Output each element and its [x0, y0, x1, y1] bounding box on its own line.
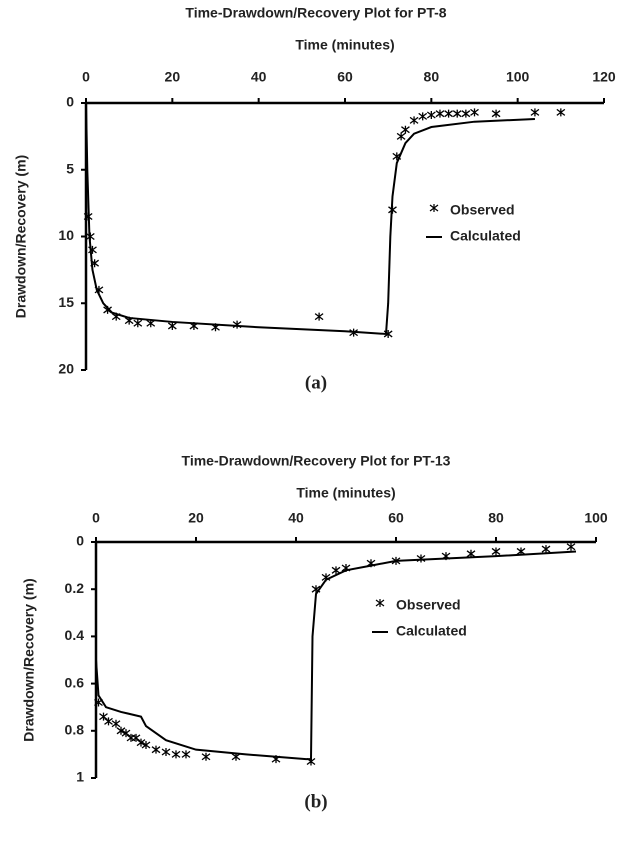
- y-tick-label: 0.8: [65, 722, 85, 738]
- observed-point: [151, 745, 161, 754]
- observed-point: [566, 542, 576, 551]
- observed-point: [416, 554, 426, 563]
- observed-point: [556, 108, 566, 117]
- y-axis-label: Drawdown/Recovery (m): [21, 578, 37, 741]
- observed-point: [461, 109, 471, 118]
- observed-point: [167, 321, 177, 330]
- x-tick-label: 120: [592, 69, 616, 85]
- x-tick-label: 40: [251, 69, 267, 85]
- x-tick-label: 0: [92, 510, 100, 526]
- observed-point: [418, 112, 428, 121]
- observed-point: [161, 748, 171, 757]
- y-tick-label: 20: [58, 361, 74, 377]
- observed-point: [530, 108, 540, 117]
- y-axis-label: Drawdown/Recovery (m): [13, 155, 29, 318]
- chart-title: Time-Drawdown/Recovery Plot for PT-8: [185, 5, 446, 21]
- legend-label: Observed: [450, 202, 515, 218]
- observed-point: [232, 320, 242, 329]
- observed-point: [331, 566, 341, 575]
- legend-marker: [429, 204, 439, 212]
- caption: (a): [305, 372, 327, 393]
- legend-marker: [375, 599, 385, 607]
- observed-point: [201, 752, 211, 761]
- observed-point: [409, 116, 419, 125]
- y-tick-label: 0.6: [65, 674, 85, 690]
- x-tick-label: 80: [424, 69, 440, 85]
- y-tick-label: 0: [66, 94, 74, 110]
- calculated-line: [85, 102, 535, 336]
- x-tick-label: 20: [165, 69, 181, 85]
- observed-point: [99, 712, 108, 721]
- y-tick-label: 0.2: [65, 580, 85, 596]
- y-tick-label: 0.4: [65, 627, 85, 643]
- x-tick-label: 0: [82, 69, 90, 85]
- x-tick-label: 100: [584, 510, 608, 526]
- caption: (b): [304, 791, 327, 812]
- observed-point: [121, 729, 131, 738]
- y-tick-label: 5: [66, 160, 74, 176]
- observed-point: [401, 125, 410, 134]
- observed-point: [136, 738, 146, 747]
- y-tick-label: 1: [76, 769, 84, 785]
- x-tick-label: 80: [488, 510, 504, 526]
- y-tick-label: 0: [76, 533, 84, 549]
- observed-point: [116, 726, 126, 735]
- calculated-line: [95, 550, 577, 761]
- observed-point: [541, 545, 551, 554]
- x-tick-label: 20: [188, 510, 204, 526]
- observed-point: [426, 111, 436, 120]
- observed-point: [314, 312, 324, 321]
- x-tick-label: 40: [288, 510, 304, 526]
- observed-point: [435, 109, 445, 118]
- legend-label: Calculated: [396, 623, 467, 639]
- chart-title: Time-Drawdown/Recovery Plot for PT-13: [182, 453, 451, 469]
- observed-point: [171, 750, 181, 759]
- observed-point: [141, 740, 151, 749]
- y-tick-label: 15: [58, 294, 74, 310]
- x-tick-label: 100: [506, 69, 530, 85]
- x-axis-label: Time (minutes): [296, 485, 395, 501]
- observed-point: [131, 733, 141, 742]
- observed-point: [444, 109, 453, 118]
- y-tick-label: 10: [58, 227, 74, 243]
- observed-point: [104, 717, 113, 726]
- observed-point: [133, 319, 143, 328]
- observed-point: [491, 109, 501, 118]
- observed-point: [126, 733, 136, 742]
- x-axis-label: Time (minutes): [295, 37, 394, 53]
- legend-label: Observed: [396, 597, 461, 613]
- observed-point: [470, 108, 479, 117]
- observed-point: [181, 750, 191, 759]
- legend-label: Calculated: [450, 228, 521, 244]
- x-tick-label: 60: [337, 69, 353, 85]
- x-tick-label: 60: [388, 510, 404, 526]
- observed-point: [111, 719, 121, 728]
- observed-point: [452, 109, 462, 118]
- observed-point: [396, 132, 406, 141]
- observed-point: [491, 547, 501, 556]
